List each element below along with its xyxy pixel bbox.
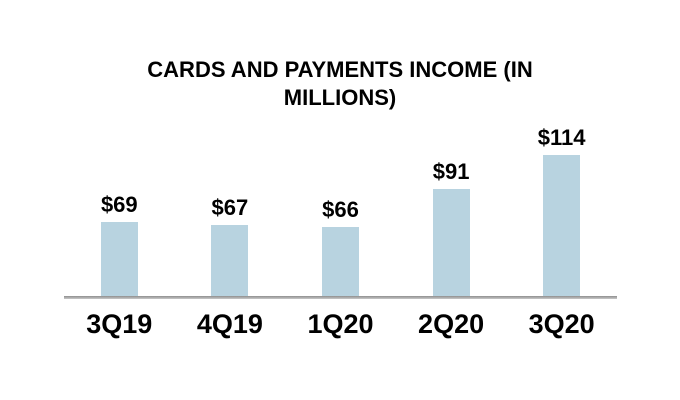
- x-axis-label-3q19: 3Q19: [86, 309, 153, 339]
- x-axis-label-3q20: 3Q20: [528, 309, 595, 339]
- chart-title: CARDS AND PAYMENTS INCOME (IN MILLIONS): [0, 56, 680, 112]
- x-axis-label-2q20: 2Q20: [418, 309, 485, 339]
- x-axis-label-1q20: 1Q20: [307, 309, 374, 339]
- chart-title-line-2: MILLIONS): [283, 85, 397, 110]
- bar-group-1q20: $66: [285, 0, 396, 296]
- bar-group-4q19: $67: [175, 0, 286, 296]
- plot-area: $69 $67 $66 $91 $114: [64, 0, 617, 296]
- value-label-3q19: $69: [100, 192, 138, 217]
- value-label-3q20: $114: [537, 125, 586, 150]
- value-label-2q20: $91: [432, 159, 470, 184]
- value-label-4q19: $67: [211, 195, 249, 220]
- bar-group-3q20: $114: [506, 0, 617, 296]
- x-axis-line: [64, 296, 617, 299]
- bar-group-3q19: $69: [64, 0, 175, 296]
- bar-4q19: [211, 225, 249, 296]
- bar-2q20: [432, 189, 470, 296]
- value-label-1q20: $66: [322, 197, 359, 222]
- x-axis-label-4q19: 4Q19: [196, 309, 263, 339]
- bar-group-2q20: $91: [396, 0, 507, 296]
- x-axis-labels: 3Q19 4Q19 1Q20 2Q20 3Q20: [64, 309, 617, 340]
- bar-3q20: [543, 155, 581, 296]
- bar-1q20: [321, 227, 359, 296]
- bar-3q19: [100, 222, 138, 296]
- chart-title-line-1: CARDS AND PAYMENTS INCOME (IN: [147, 57, 533, 82]
